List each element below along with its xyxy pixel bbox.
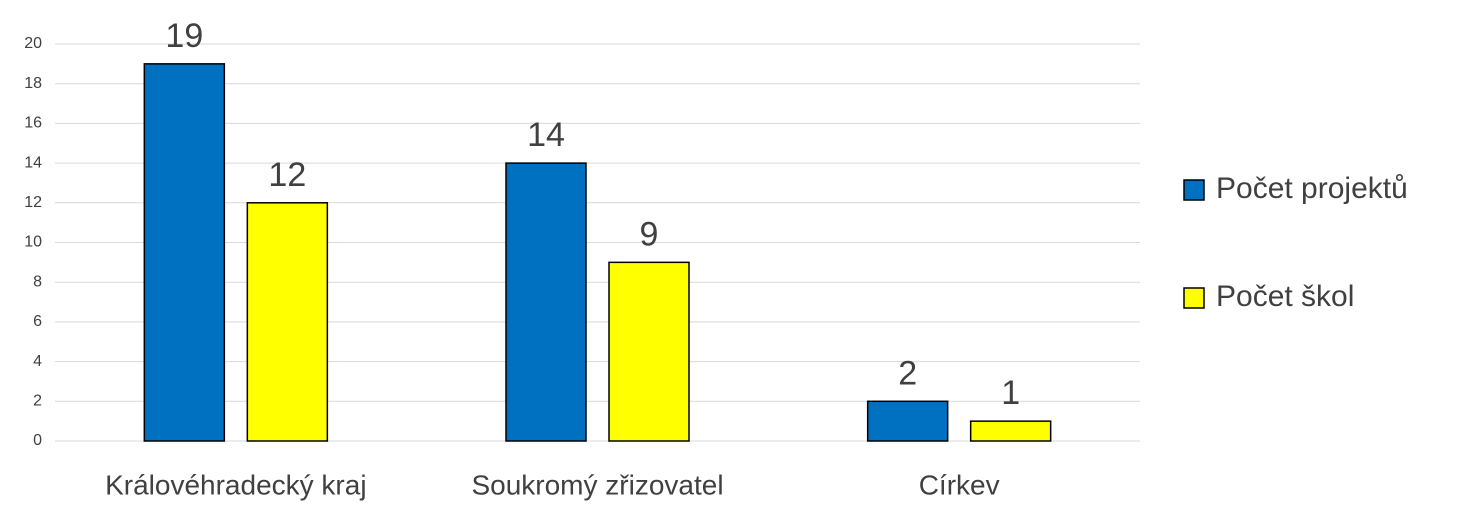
bar [866, 400, 949, 442]
y-tick-label: 4 [33, 353, 42, 370]
x-tick-label: Soukromý zřizovatel [471, 469, 723, 500]
bar [969, 420, 1052, 442]
x-tick-label: Církev [919, 469, 1000, 500]
y-tick-label: 6 [33, 313, 42, 330]
data-label: 2 [898, 354, 917, 392]
data-label: 19 [165, 17, 203, 55]
y-tick-label: 20 [24, 35, 42, 52]
y-tick-label: 10 [24, 234, 42, 251]
y-tick-label: 18 [24, 75, 42, 92]
legend-swatch [1183, 179, 1205, 201]
y-tick-label: 8 [33, 273, 42, 290]
legend-label: Počet projektů [1216, 172, 1408, 205]
y-tick-label: 12 [24, 194, 42, 211]
data-label: 9 [640, 215, 659, 253]
bar [246, 202, 329, 442]
bar [608, 261, 690, 442]
bar [143, 63, 226, 442]
y-tick-label: 0 [33, 432, 42, 449]
bar [505, 162, 587, 442]
y-tick-label: 2 [33, 393, 42, 410]
data-label: 1 [1001, 374, 1020, 412]
data-label: 14 [527, 116, 565, 154]
x-tick-label: Královéhradecký kraj [105, 469, 366, 500]
y-tick-label: 16 [24, 115, 42, 132]
legend-swatch [1183, 287, 1205, 309]
data-label: 12 [268, 156, 306, 194]
legend-label: Počet škol [1216, 280, 1354, 313]
y-tick-label: 14 [24, 154, 42, 171]
